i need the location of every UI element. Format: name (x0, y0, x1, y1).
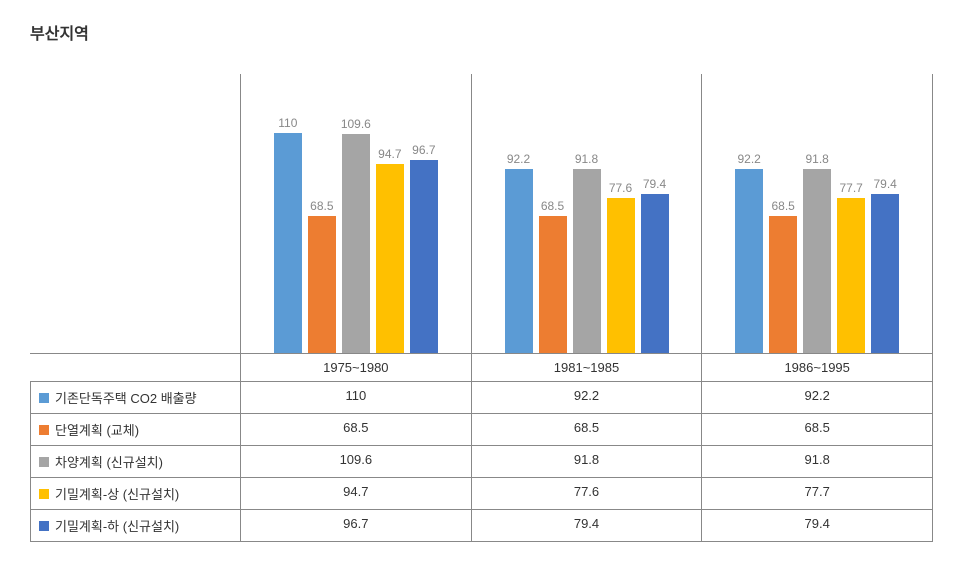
table-cell: 109.6 (240, 446, 471, 478)
table-cell: 79.4 (701, 510, 933, 542)
bar: 77.7 (837, 181, 865, 353)
period-label: 1975~1980 (240, 354, 471, 382)
bar-value-label: 68.5 (771, 199, 794, 213)
chart-group: 92.2 68.5 91.8 77.7 79.4 (701, 74, 933, 354)
chart-group: 110 68.5 109.6 94.7 96.7 (240, 74, 471, 354)
bar-rect (769, 216, 797, 353)
bar-value-label: 92.2 (737, 152, 760, 166)
bar-rect (607, 198, 635, 353)
series-label-cell: 기밀계획-상 (신규설치) (30, 478, 240, 510)
legend-swatch (39, 521, 49, 531)
periods-row-spacer (30, 354, 240, 382)
bar-value-label: 94.7 (378, 147, 401, 161)
legend-swatch (39, 393, 49, 403)
bar-rect (342, 134, 370, 353)
period-label: 1981~1985 (471, 354, 702, 382)
table-cell: 91.8 (701, 446, 933, 478)
table-cell: 68.5 (471, 414, 702, 446)
table-cell: 92.2 (701, 382, 933, 414)
bar-value-label: 92.2 (507, 152, 530, 166)
bar-value-label: 79.4 (643, 177, 666, 191)
chart-table: 11068.5109.694.796.792.268.591.877.679.4… (30, 74, 933, 542)
legend-swatch (39, 489, 49, 499)
table-cell: 92.2 (471, 382, 702, 414)
series-label-cell: 단열계획 (교체) (30, 414, 240, 446)
bar-rect (837, 198, 865, 353)
series-name: 기존단독주택 CO2 배출량 (55, 388, 197, 407)
table-cell: 110 (240, 382, 471, 414)
bar-value-label: 68.5 (541, 199, 564, 213)
table-row: 기존단독주택 CO2 배출량11092.292.2 (30, 382, 933, 414)
bar: 68.5 (308, 199, 336, 353)
table-row: 기밀계획-하 (신규설치)96.779.479.4 (30, 510, 933, 542)
bar-value-label: 109.6 (341, 117, 371, 131)
bar-value-label: 77.6 (609, 181, 632, 195)
series-label-cell: 차양계획 (신규설치) (30, 446, 240, 478)
bar-value-label: 91.8 (575, 152, 598, 166)
legend-swatch (39, 425, 49, 435)
bar-rect (871, 194, 899, 353)
bar-value-label: 79.4 (873, 177, 896, 191)
bar-value-label: 77.7 (839, 181, 862, 195)
bar: 79.4 (871, 177, 899, 353)
series-label-cell: 기밀계획-하 (신규설치) (30, 510, 240, 542)
bar-rect (735, 169, 763, 353)
bar-rect (505, 169, 533, 353)
table-cell: 96.7 (240, 510, 471, 542)
page-title: 부산지역 (30, 20, 933, 44)
series-name: 차양계획 (신규설치) (55, 452, 163, 471)
bar: 109.6 (342, 117, 370, 353)
table-cell: 91.8 (471, 446, 702, 478)
bar: 96.7 (410, 143, 438, 353)
bar-value-label: 110 (278, 116, 297, 130)
table-cell: 68.5 (701, 414, 933, 446)
bar-value-label: 96.7 (412, 143, 435, 157)
series-name: 기밀계획-하 (신규설치) (55, 516, 179, 535)
chart-bars-row: 110 68.5 109.6 94.7 96.7 92.2 68.5 91.8 77.6 79.4… (30, 74, 933, 354)
chart-group: 92.2 68.5 91.8 77.6 79.4 (471, 74, 702, 354)
bar-rect (410, 160, 438, 353)
bar: 91.8 (803, 152, 831, 353)
table-cell: 77.6 (471, 478, 702, 510)
bar: 68.5 (539, 199, 567, 353)
bar: 91.8 (573, 152, 601, 353)
table-row: 기밀계획-상 (신규설치) 94.777.677.7 (30, 478, 933, 510)
bar: 68.5 (769, 199, 797, 353)
bar: 110 (274, 116, 302, 353)
periods-row: 1975~19801981~19851986~1995 (30, 354, 933, 382)
table-row: 단열계획 (교체)68.568.568.5 (30, 414, 933, 446)
chart-container: 부산지역 11068.5109.694.796.792.268.591.877.… (0, 0, 963, 562)
bar-rect (641, 194, 669, 353)
table-row: 차양계획 (신규설치)109.691.891.8 (30, 446, 933, 478)
chart-left-spacer (30, 74, 240, 354)
bar-rect (573, 169, 601, 353)
bar: 92.2 (505, 152, 533, 353)
bar-value-label: 68.5 (310, 199, 333, 213)
bar-value-label: 91.8 (805, 152, 828, 166)
bar: 77.6 (607, 181, 635, 353)
period-label: 1986~1995 (701, 354, 933, 382)
series-name: 기밀계획-상 (신규설치) (55, 484, 179, 503)
series-label-cell: 기존단독주택 CO2 배출량 (30, 382, 240, 414)
legend-swatch (39, 457, 49, 467)
bar-rect (539, 216, 567, 353)
bar-rect (274, 133, 302, 353)
series-name: 단열계획 (교체) (55, 420, 139, 439)
bar-rect (376, 164, 404, 353)
table-cell: 79.4 (471, 510, 702, 542)
table-cell: 94.7 (240, 478, 471, 510)
bar-rect (308, 216, 336, 353)
bar: 94.7 (376, 147, 404, 353)
bar-rect (803, 169, 831, 353)
table-cell: 68.5 (240, 414, 471, 446)
table-cell: 77.7 (701, 478, 933, 510)
bar: 92.2 (735, 152, 763, 353)
bar: 79.4 (641, 177, 669, 353)
